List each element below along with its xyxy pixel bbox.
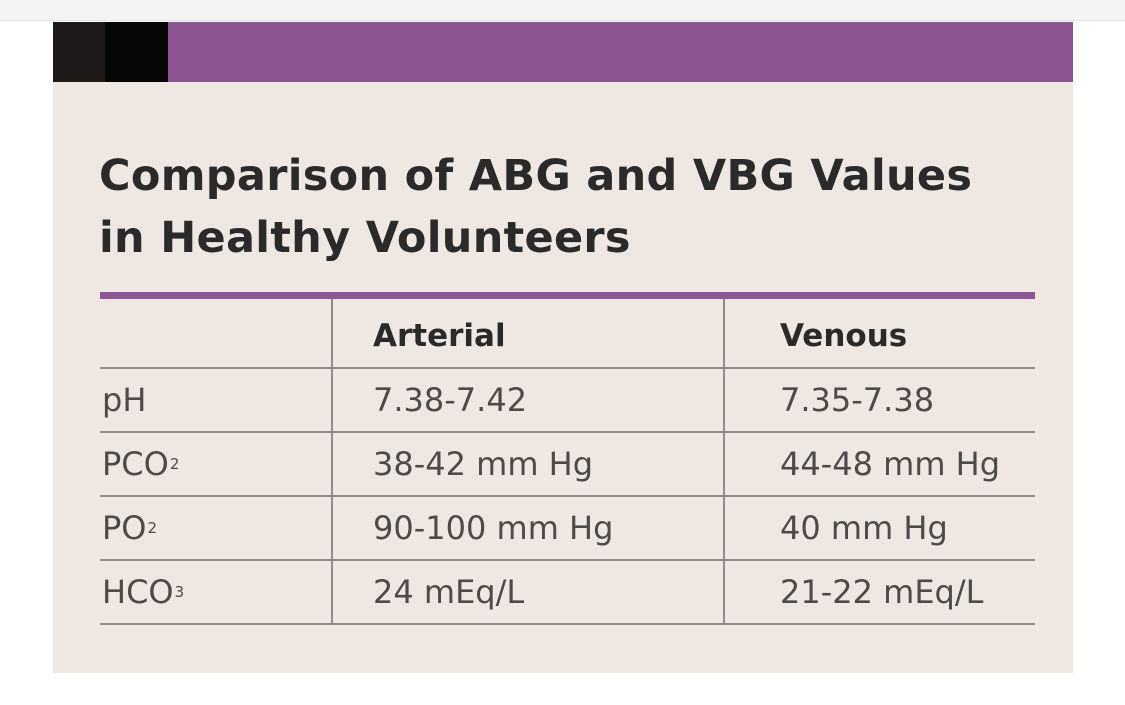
header-banner (53, 22, 1073, 82)
table-row: PO 2 90-100 mm Hg 40 mm Hg (100, 497, 1035, 561)
top-strip (0, 0, 1125, 21)
parameter-subscript: 2 (169, 455, 180, 473)
title-line-1: Comparison of ABG and VBG Values (99, 151, 973, 201)
parameter-cell: pH (100, 369, 331, 431)
arterial-cell: 90-100 mm Hg (331, 497, 723, 559)
venous-cell: 7.35-7.38 (723, 369, 1035, 431)
table-row: PCO 2 38-42 mm Hg 44-48 mm Hg (100, 433, 1035, 497)
parameter-cell: PCO 2 (100, 433, 331, 495)
title-rule (100, 292, 1035, 299)
venous-cell: 40 mm Hg (723, 497, 1035, 559)
header-cell-arterial: Arterial (331, 299, 723, 367)
table-row: HCO 3 24 mEq/L 21-22 mEq/L (100, 561, 1035, 625)
parameter-subscript: 3 (174, 583, 185, 601)
arterial-cell: 7.38-7.42 (331, 369, 723, 431)
table-header-row: Arterial Venous (100, 299, 1035, 369)
parameter-cell: PO 2 (100, 497, 331, 559)
parameter-label: pH (102, 381, 147, 419)
parameter-label: PCO (102, 445, 169, 483)
venous-cell: 21-22 mEq/L (723, 561, 1035, 623)
header-cell-venous: Venous (723, 299, 1035, 367)
comparison-table: Arterial Venous pH 7.38-7.42 7.35-7.38 P… (100, 299, 1035, 625)
venous-cell: 44-48 mm Hg (723, 433, 1035, 495)
banner-black-block (105, 22, 168, 82)
parameter-label: PO (102, 509, 147, 547)
table-card: Comparison of ABG and VBG Values in Heal… (53, 22, 1073, 673)
arterial-cell: 24 mEq/L (331, 561, 723, 623)
arterial-cell: 38-42 mm Hg (331, 433, 723, 495)
header-cell-empty (100, 299, 331, 367)
table-row: pH 7.38-7.42 7.35-7.38 (100, 369, 1035, 433)
parameter-subscript: 2 (147, 519, 158, 537)
parameter-label: HCO (102, 573, 174, 611)
table-title: Comparison of ABG and VBG Values in Heal… (99, 145, 1059, 269)
parameter-cell: HCO 3 (100, 561, 331, 623)
title-line-2: in Healthy Volunteers (99, 213, 631, 263)
